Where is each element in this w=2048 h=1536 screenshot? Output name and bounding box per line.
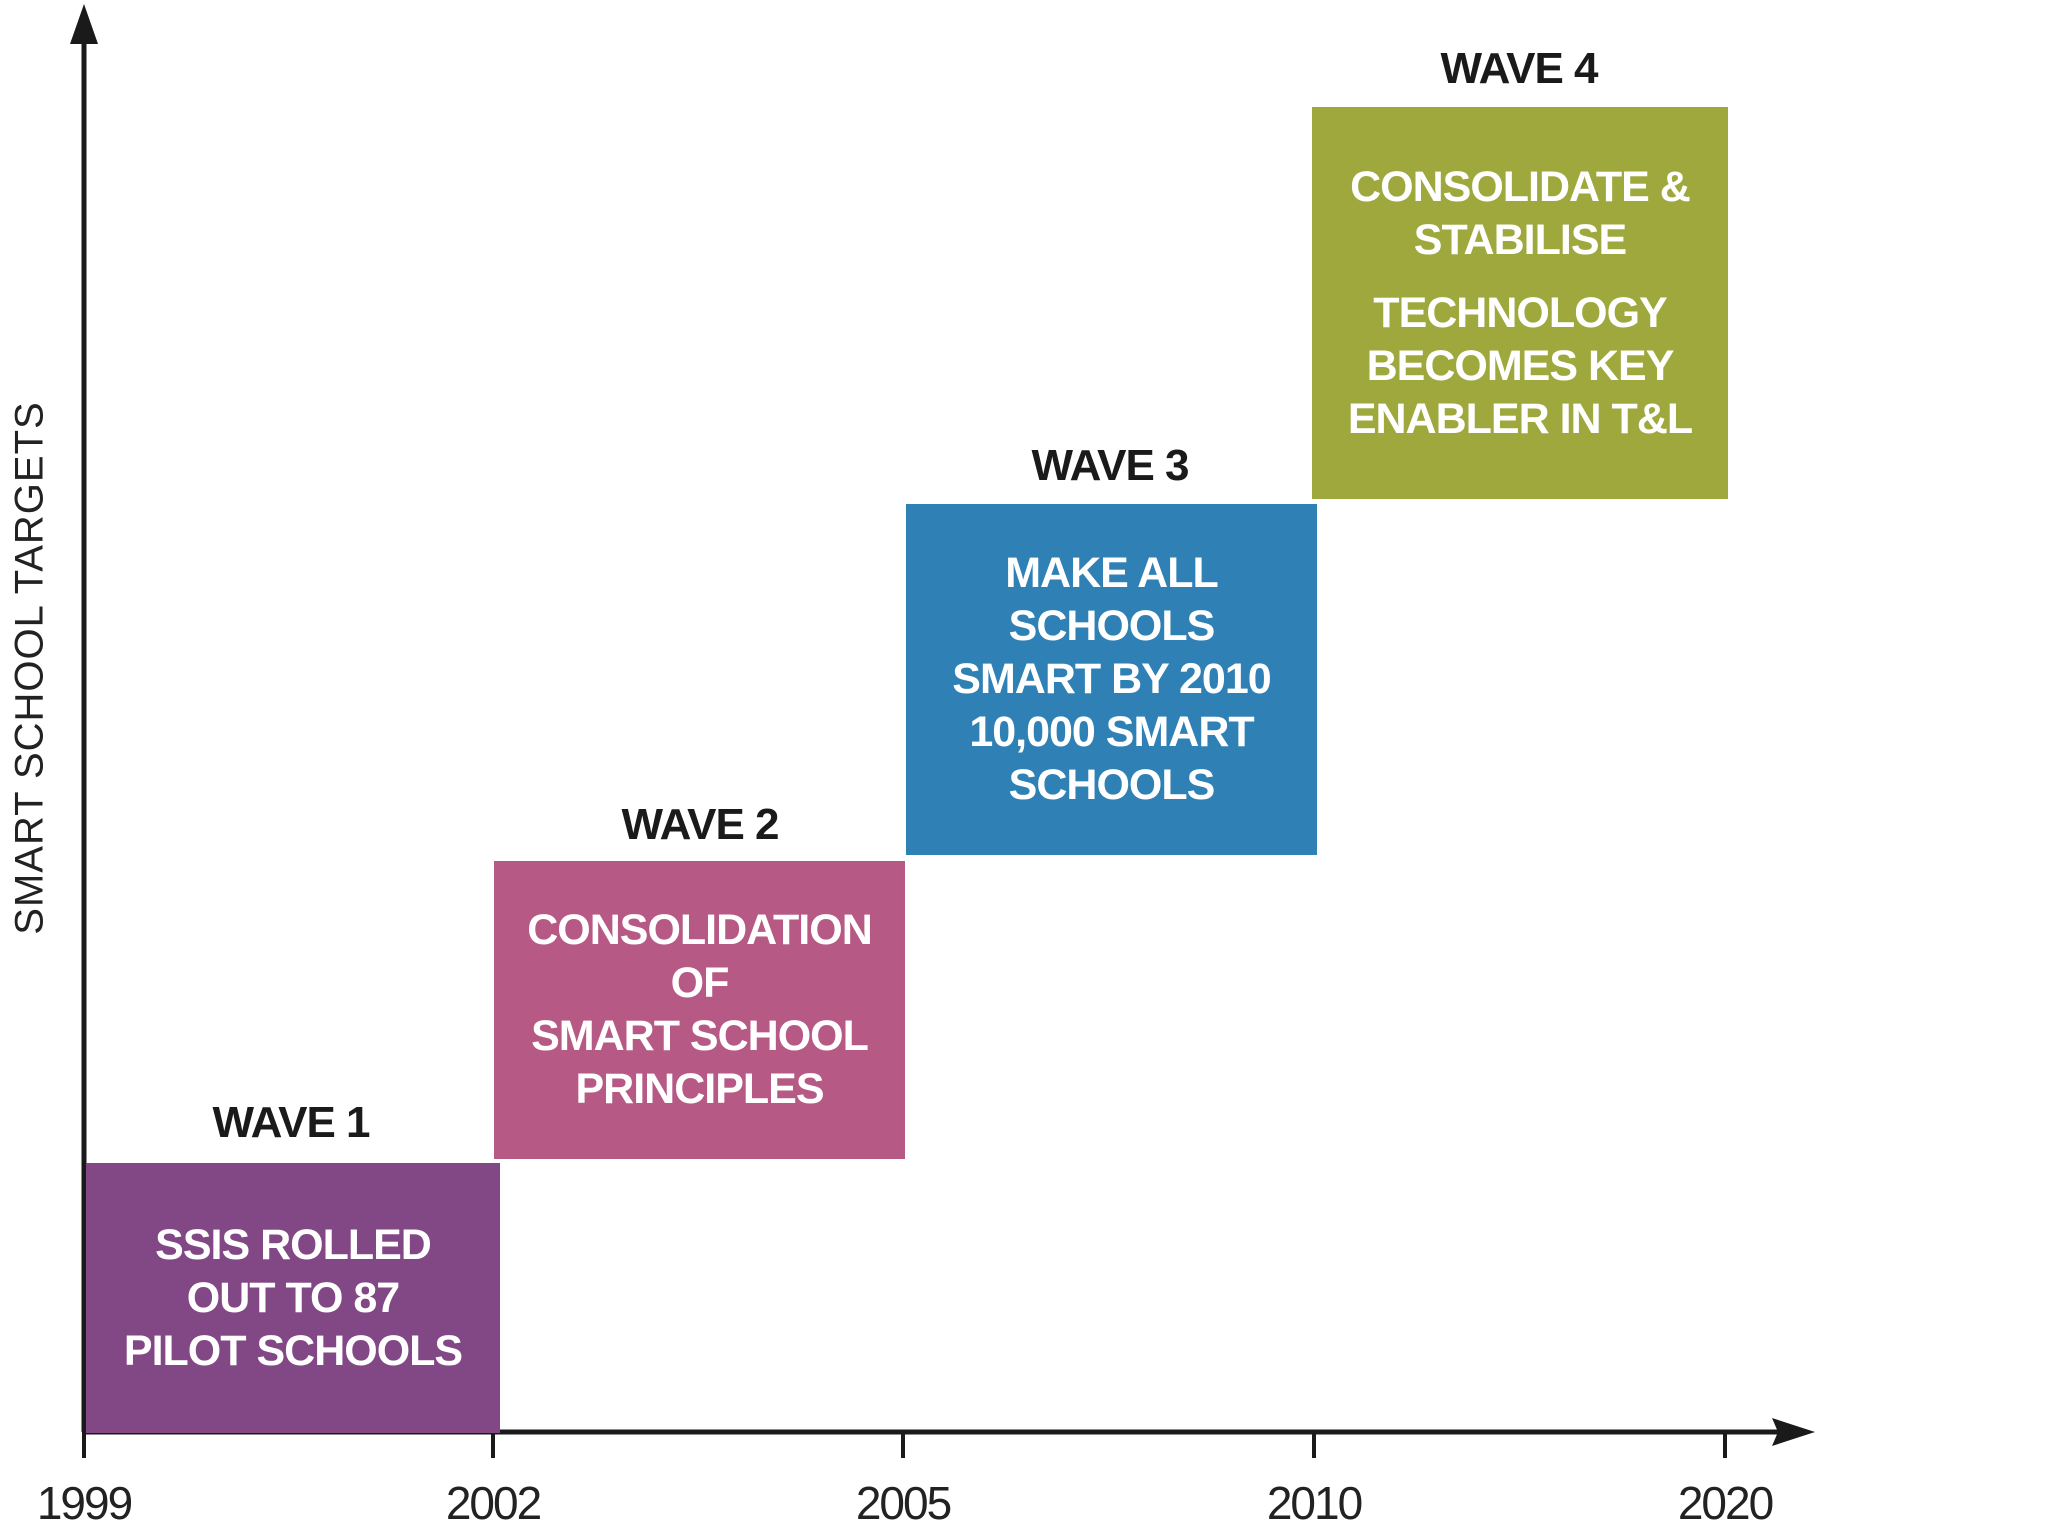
- wave-1-label: WAVE 1: [212, 1098, 370, 1147]
- wave-4-label: WAVE 4: [1440, 44, 1598, 93]
- wave-4-line: TECHNOLOGY: [1373, 288, 1667, 337]
- wave-1-line: PILOT SCHOOLS: [123, 1326, 463, 1375]
- wave-1-line: OUT TO 87: [186, 1273, 400, 1322]
- wave-3-line: MAKE ALL: [1005, 549, 1219, 597]
- wave-4-line: STABILISE: [1413, 215, 1627, 264]
- x-tick-label-2005: 2005: [855, 1477, 952, 1529]
- wave-1-box: SSIS ROLLED OUT TO 87 PILOT SCHOOLS: [86, 1163, 500, 1433]
- x-tick-label-2020: 2020: [1677, 1477, 1774, 1529]
- wave-3-line: SCHOOLS: [1008, 761, 1216, 809]
- wave-3-line: 10,000 SMART: [969, 708, 1254, 756]
- wave-4-box: CONSOLIDATE & STABILISE TECHNOLOGY BECOM…: [1312, 107, 1728, 499]
- wave-1-line: SSIS ROLLED: [155, 1220, 432, 1269]
- wave-3-line: SMART BY 2010: [952, 655, 1271, 703]
- wave-2-box: CONSOLIDATION OF SMART SCHOOL PRINCIPLES: [494, 861, 905, 1159]
- wave-2-label: WAVE 2: [621, 800, 779, 849]
- y-axis-arrow: [70, 4, 98, 44]
- wave-2-line: SMART SCHOOL: [531, 1012, 869, 1060]
- x-tick-label-2002: 2002: [445, 1477, 542, 1529]
- y-axis-label: SMART SCHOOL TARGETS: [7, 401, 52, 935]
- x-tick-label-2010: 2010: [1266, 1477, 1363, 1529]
- wave-4-line: CONSOLIDATE &: [1350, 162, 1691, 211]
- x-tick-label-1999: 1999: [36, 1477, 133, 1529]
- wave-3-line: SCHOOLS: [1008, 602, 1216, 650]
- wave-2-line: OF: [670, 959, 730, 1007]
- wave-2-line: PRINCIPLES: [575, 1065, 824, 1113]
- wave-4-line: ENABLER IN T&L: [1347, 394, 1693, 443]
- wave-3-box: MAKE ALL SCHOOLS SMART BY 2010 10,000 SM…: [906, 504, 1317, 855]
- x-axis-arrow: [1772, 1418, 1815, 1446]
- wave-4-line: BECOMES KEY: [1366, 341, 1675, 390]
- wave-2-line: CONSOLIDATION: [527, 906, 873, 954]
- wave-3-label: WAVE 3: [1031, 441, 1189, 490]
